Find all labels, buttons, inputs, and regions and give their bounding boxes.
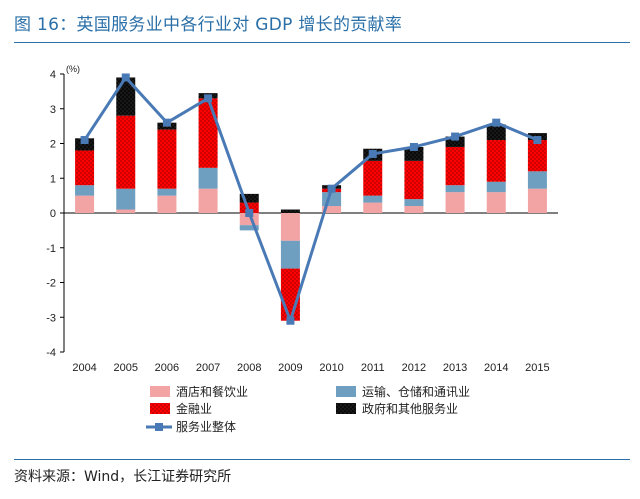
legend-label-finance: 金融业 — [176, 401, 212, 416]
y-unit-label: (%) — [66, 64, 80, 74]
bar-segment-transport-2015 — [527, 171, 547, 189]
total-point-2010 — [327, 184, 336, 193]
bar-segment-transport-2013 — [445, 185, 465, 193]
bar-segment-gov-2012 — [404, 146, 424, 161]
legend-swatch-marker — [155, 423, 163, 431]
total-point-2005 — [121, 73, 130, 82]
bar-segment-finance-2015 — [527, 140, 547, 172]
bar-segment-transport-2004 — [75, 185, 95, 196]
title-divider — [14, 42, 630, 43]
x-tick-label: 2010 — [319, 362, 343, 374]
bar-segment-hotel-2009 — [280, 213, 300, 241]
x-tick-label: 2014 — [484, 362, 508, 374]
bar-segment-gov-2004 — [75, 138, 95, 151]
bar-segment-finance-2008 — [239, 202, 259, 213]
legend-swatch-gov — [336, 403, 356, 414]
y-tick-label: 4 — [50, 69, 56, 81]
y-tick-label: 1 — [50, 173, 56, 185]
y-tick-label: -2 — [46, 278, 56, 290]
x-tick-label: 2011 — [361, 362, 385, 374]
bar-segment-finance-2014 — [486, 140, 506, 182]
x-tick-label: 2005 — [114, 362, 138, 374]
bar-segment-transport-2005 — [116, 188, 136, 210]
bar-segment-finance-2013 — [445, 146, 465, 186]
bar-segment-hotel-2006 — [157, 195, 177, 213]
bar-segment-gov-2013 — [445, 136, 465, 147]
total-line — [83, 75, 538, 323]
x-tick-label: 2008 — [237, 362, 261, 374]
bar-segment-gov-2008 — [239, 193, 259, 203]
total-point-2013 — [451, 132, 460, 141]
bar-segment-hotel-2010 — [322, 206, 342, 213]
x-tick-label: 2007 — [196, 362, 220, 374]
y-tick-label: 0 — [50, 208, 56, 220]
figure-title: 图 16：英国服务业中各行业对 GDP 增长的贡献率 — [14, 15, 403, 35]
total-point-2012 — [409, 142, 418, 151]
legend-swatch-hotel — [150, 386, 170, 397]
bar-segment-transport-2011 — [363, 195, 383, 203]
bar-segment-finance-2005 — [116, 115, 136, 189]
bar-segment-finance-2011 — [363, 160, 383, 196]
bar-segment-hotel-2012 — [404, 206, 424, 213]
bar-segment-transport-2009 — [280, 240, 300, 269]
bar-segment-finance-2012 — [404, 160, 424, 200]
total-point-2014 — [492, 118, 501, 127]
bar-segment-transport-2007 — [198, 167, 218, 189]
total-point-2011 — [368, 149, 377, 158]
bar-segment-transport-2006 — [157, 188, 177, 196]
source-divider — [14, 459, 630, 460]
total-point-2009 — [286, 316, 295, 325]
total-point-2004 — [80, 136, 89, 145]
y-tick-label: -3 — [46, 312, 56, 324]
bar-segment-hotel-2007 — [198, 188, 218, 213]
total-point-2015 — [533, 136, 542, 145]
bar-segment-hotel-2005 — [116, 209, 136, 213]
source-note: 资料来源：Wind，长江证券研究所 — [14, 469, 232, 485]
total-point-2007 — [204, 94, 213, 103]
y-tick-label: 3 — [50, 104, 56, 116]
x-tick-label: 2015 — [525, 362, 549, 374]
x-tick-label: 2006 — [155, 362, 179, 374]
bar-segment-hotel-2015 — [527, 188, 547, 213]
y-tick-label: -4 — [46, 347, 56, 359]
legend-label-total: 服务业整体 — [176, 419, 236, 434]
bar-segment-transport-2012 — [404, 199, 424, 207]
y-tick-label: 2 — [50, 139, 56, 151]
bar-segment-transport-2008 — [239, 225, 259, 231]
legend-label-transport: 运输、仓储和通讯业 — [362, 384, 470, 399]
bar-segment-hotel-2011 — [363, 202, 383, 213]
bar-segment-finance-2004 — [75, 150, 95, 186]
bar-segment-transport-2014 — [486, 181, 506, 193]
bar-segment-finance-2007 — [198, 98, 218, 168]
total-point-2008 — [245, 209, 254, 217]
legend-label-gov: 政府和其他服务业 — [362, 401, 458, 416]
x-tick-label: 2004 — [72, 362, 96, 374]
bar-segment-gov-2014 — [486, 124, 506, 141]
x-tick-label: 2009 — [278, 362, 302, 374]
bar-segment-hotel-2014 — [486, 192, 506, 213]
y-tick-label: -1 — [46, 243, 56, 255]
legend-swatch-finance — [150, 403, 170, 414]
x-tick-label: 2012 — [402, 362, 426, 374]
legend-label-hotel: 酒店和餐饮业 — [176, 384, 248, 399]
legend-swatch-transport — [336, 386, 356, 397]
bar-segment-finance-2006 — [157, 129, 177, 189]
bar-segment-transport-2010 — [322, 192, 342, 207]
x-tick-label: 2013 — [443, 362, 467, 374]
bar-segment-hotel-2013 — [445, 192, 465, 213]
bar-segment-hotel-2004 — [75, 195, 95, 213]
bar-segment-gov-2009 — [280, 209, 300, 213]
total-point-2006 — [162, 118, 171, 127]
